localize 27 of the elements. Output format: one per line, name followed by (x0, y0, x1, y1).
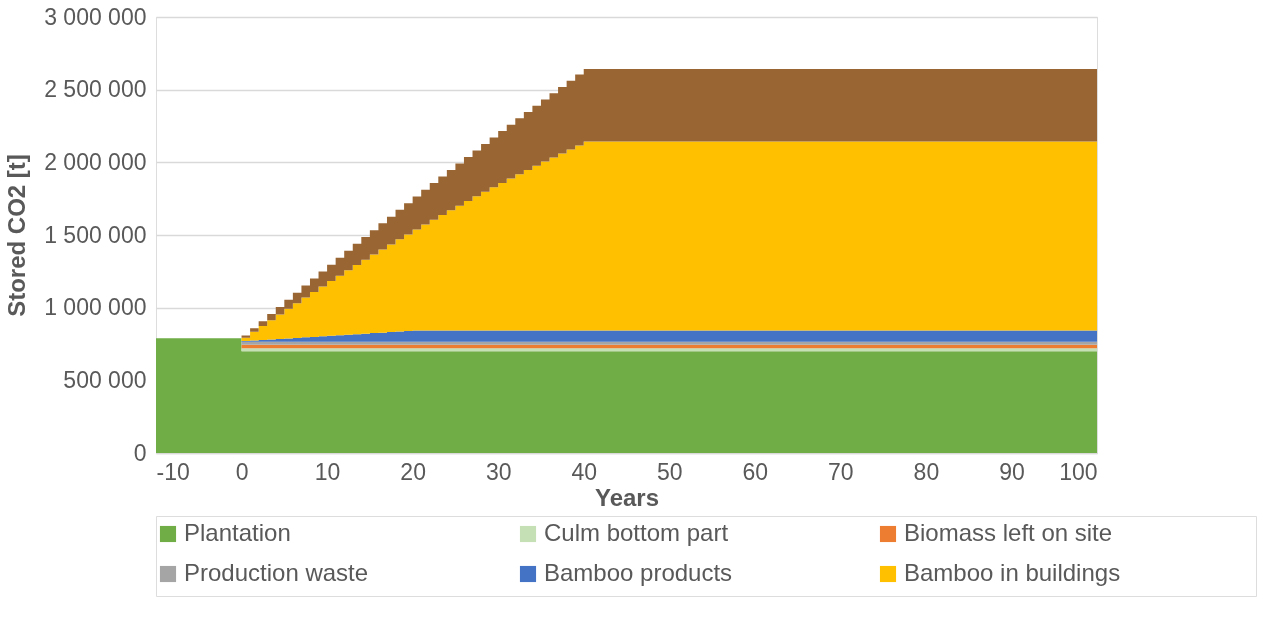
legend-label: Bamboo products (544, 559, 733, 586)
x-tick-label: 90 (999, 458, 1025, 485)
y-tick-label: 2 000 000 (44, 148, 147, 175)
y-tick-label: 1 500 000 (44, 221, 147, 248)
legend-label: Culm bottom part (544, 519, 729, 546)
x-tick-label: 80 (913, 458, 940, 485)
x-axis-title: Years (594, 483, 660, 511)
legend-label: Plantation (184, 519, 291, 546)
x-tick-label: 10 (314, 458, 341, 485)
y-tick-label: 500 000 (63, 366, 147, 393)
y-tick-label: 2 500 000 (44, 76, 147, 103)
y-tick-label: 1 000 000 (44, 294, 147, 321)
legend-label: Production waste (184, 559, 369, 586)
y-tick-label: 3 000 000 (44, 3, 147, 30)
x-tick-label: 60 (742, 458, 769, 485)
x-tick-label: -10 (156, 458, 190, 485)
x-tick-label: 70 (828, 458, 854, 485)
x-tick-label: 40 (571, 458, 598, 485)
legend-label: Biomass left on site (904, 519, 1113, 546)
x-tick-label: 0 (235, 458, 249, 485)
x-tick-label: 30 (485, 458, 512, 485)
y-tick-label: 0 (133, 439, 147, 466)
x-tick-label: 50 (656, 458, 683, 485)
x-tick-label: 100 (1059, 458, 1098, 485)
y-axis-title: Stored CO2 [t] (3, 154, 31, 317)
x-tick-label: 20 (400, 458, 426, 485)
legend-label: Bamboo in buildings (904, 559, 1121, 586)
